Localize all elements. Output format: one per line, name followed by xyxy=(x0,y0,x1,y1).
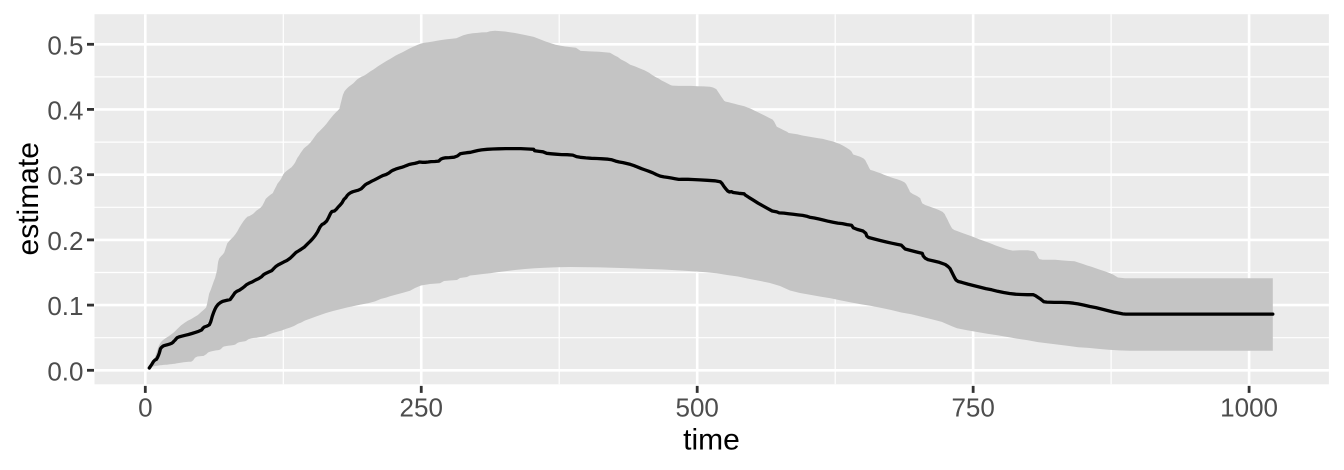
svg-text:1000: 1000 xyxy=(1220,392,1278,422)
svg-text:0: 0 xyxy=(138,392,152,422)
svg-text:0.1: 0.1 xyxy=(47,291,83,321)
svg-text:time: time xyxy=(683,424,740,457)
svg-text:0.4: 0.4 xyxy=(47,95,83,125)
svg-text:0.0: 0.0 xyxy=(47,356,83,386)
svg-text:0.3: 0.3 xyxy=(47,161,83,191)
svg-text:0.5: 0.5 xyxy=(47,30,83,60)
svg-text:0.2: 0.2 xyxy=(47,226,83,256)
svg-text:500: 500 xyxy=(676,392,719,422)
svg-text:250: 250 xyxy=(400,392,443,422)
svg-text:750: 750 xyxy=(951,392,994,422)
svg-text:estimate: estimate xyxy=(12,142,45,255)
